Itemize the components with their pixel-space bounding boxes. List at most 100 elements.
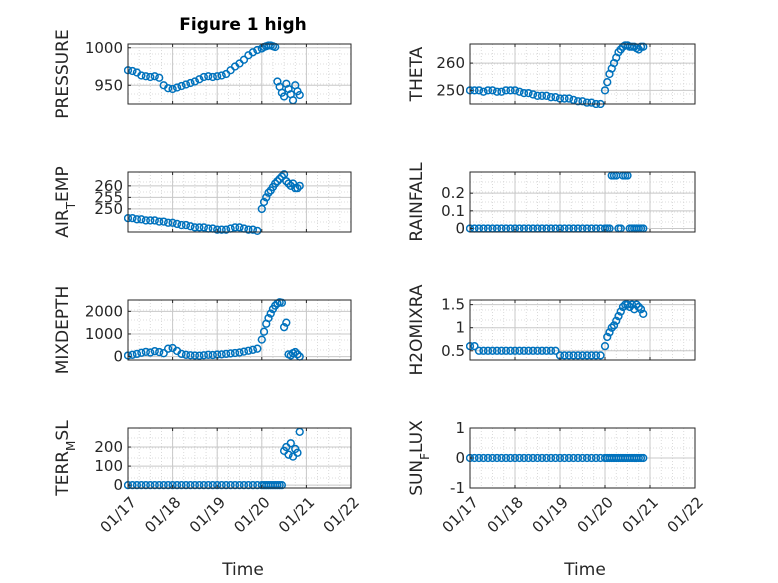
data-point bbox=[501, 346, 511, 355]
data-point bbox=[488, 346, 497, 355]
data-point bbox=[132, 215, 142, 224]
x-axis-label-right: Time bbox=[563, 560, 606, 580]
data-point bbox=[600, 342, 610, 351]
axes-box bbox=[127, 171, 352, 233]
data-point bbox=[226, 349, 235, 358]
data-point bbox=[199, 480, 208, 490]
axes-box bbox=[469, 43, 696, 105]
subplot-mixdepth: 0 1000 2000 MIXDEPTH bbox=[53, 286, 352, 374]
data-series bbox=[124, 170, 304, 235]
data-point bbox=[564, 94, 574, 103]
data-point bbox=[259, 197, 269, 207]
data-point bbox=[546, 453, 556, 463]
data-point bbox=[483, 346, 493, 355]
data-point bbox=[519, 346, 529, 355]
data-point bbox=[578, 351, 587, 360]
data-point bbox=[596, 351, 605, 360]
data-point bbox=[560, 94, 569, 103]
data-point bbox=[479, 87, 488, 96]
x-tick-label: 01/17 bbox=[97, 493, 140, 536]
data-point bbox=[564, 351, 574, 360]
data-point bbox=[230, 223, 240, 232]
data-point bbox=[208, 72, 217, 82]
data-point bbox=[591, 453, 601, 463]
data-point bbox=[253, 45, 262, 55]
data-point bbox=[600, 86, 610, 95]
x-axis-label-left: Time bbox=[221, 560, 264, 580]
data-point bbox=[244, 480, 253, 490]
data-point bbox=[128, 214, 137, 223]
data-point bbox=[636, 305, 646, 314]
data-point bbox=[230, 480, 240, 490]
data-point bbox=[515, 453, 524, 463]
data-point bbox=[524, 346, 533, 355]
data-point bbox=[150, 216, 159, 225]
axes-box bbox=[469, 171, 696, 233]
data-point bbox=[623, 300, 632, 309]
data-point bbox=[195, 480, 204, 490]
data-point bbox=[213, 225, 222, 234]
data-point bbox=[479, 453, 488, 463]
data-point bbox=[533, 91, 542, 100]
subplot-sun-flux: -1 0 1 01/17 01/18 01/19 01/20 01/21 01/22 SUNFLU… bbox=[407, 419, 707, 536]
data-point bbox=[163, 480, 173, 490]
y-tick-label: 2000 bbox=[85, 302, 123, 320]
data-point bbox=[528, 90, 538, 99]
data-point bbox=[506, 453, 515, 463]
data-point bbox=[257, 204, 266, 214]
data-point bbox=[506, 86, 515, 95]
data-point bbox=[582, 453, 592, 463]
data-point bbox=[132, 349, 142, 359]
data-point bbox=[155, 347, 164, 357]
data-point bbox=[248, 480, 258, 490]
y-axis-label: AIRTEMP bbox=[53, 166, 78, 237]
data-point bbox=[177, 81, 186, 91]
data-point bbox=[474, 86, 484, 95]
data-point bbox=[141, 216, 150, 225]
data-point bbox=[195, 351, 204, 360]
data-point bbox=[470, 342, 479, 351]
data-point bbox=[537, 346, 547, 355]
data-point bbox=[128, 350, 137, 359]
y-axis-label: H2OMIXRA bbox=[407, 284, 427, 375]
data-point bbox=[497, 87, 506, 96]
data-point bbox=[199, 72, 208, 82]
subplot-h2omixra: 0.5 1 1.5 H2OMIXRA bbox=[407, 284, 696, 376]
data-point bbox=[533, 346, 542, 355]
data-point bbox=[639, 42, 648, 51]
data-point bbox=[172, 219, 182, 229]
data-point bbox=[217, 71, 226, 80]
data-point bbox=[524, 88, 533, 98]
data-point bbox=[560, 351, 569, 360]
data-point bbox=[587, 351, 596, 360]
data-point bbox=[609, 321, 619, 330]
data-point bbox=[639, 309, 648, 318]
y-axis-label: PRESSURE bbox=[53, 29, 73, 118]
data-point bbox=[213, 72, 222, 81]
data-point bbox=[172, 83, 182, 92]
data-point bbox=[483, 86, 493, 95]
data-point bbox=[293, 448, 302, 457]
data-point bbox=[533, 453, 542, 463]
data-point bbox=[506, 346, 515, 355]
data-point bbox=[612, 316, 621, 325]
y-tick-label: 1 bbox=[455, 419, 465, 437]
data-point bbox=[155, 73, 164, 82]
data-point bbox=[199, 223, 208, 232]
y-tick-label: 1 bbox=[455, 319, 465, 337]
data-point bbox=[186, 78, 195, 88]
data-point bbox=[603, 78, 612, 87]
data-point bbox=[199, 351, 208, 360]
data-point bbox=[141, 72, 150, 81]
data-point bbox=[217, 225, 226, 234]
data-point bbox=[616, 307, 625, 316]
x-tick-label: 01/21 bbox=[275, 493, 318, 536]
data-point bbox=[137, 71, 146, 80]
data-point bbox=[501, 453, 511, 463]
data-point bbox=[605, 328, 614, 337]
data-point bbox=[271, 179, 280, 188]
x-tick-label: 01/19 bbox=[186, 493, 229, 536]
data-point bbox=[239, 55, 249, 64]
data-point bbox=[208, 480, 217, 490]
data-point bbox=[277, 298, 287, 307]
